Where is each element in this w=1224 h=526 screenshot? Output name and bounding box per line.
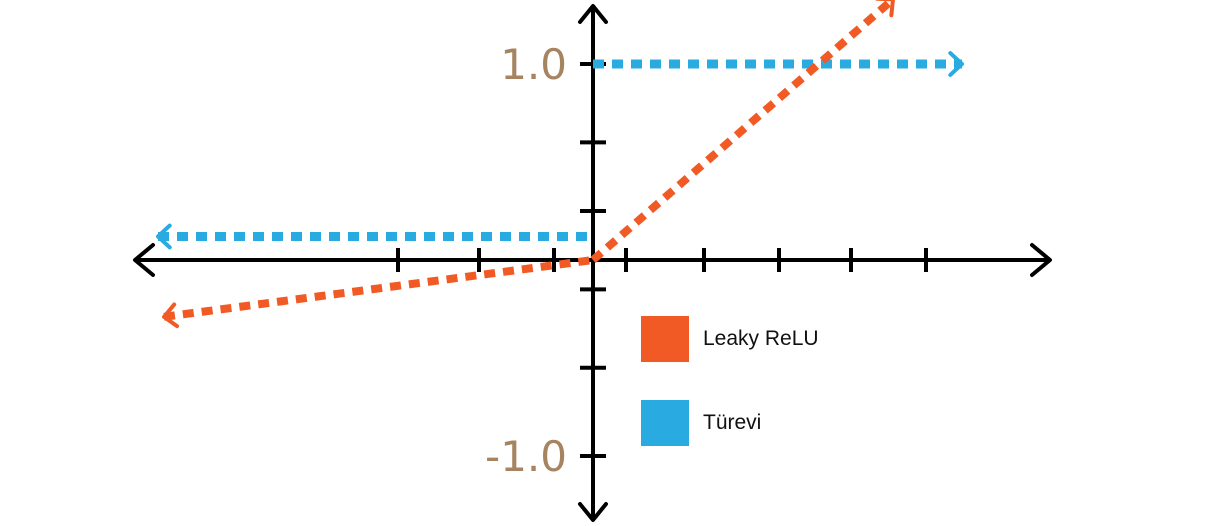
x-axis-left-arrow xyxy=(133,243,155,277)
tick-labels: 1.0 -1.0 xyxy=(485,40,567,481)
x-axis-right-arrow xyxy=(1030,243,1052,277)
y-tick-label: -1.0 xyxy=(485,432,567,481)
legend-label: Leaky ReLU xyxy=(703,327,819,350)
axes xyxy=(133,4,1052,522)
legend-swatch xyxy=(641,400,689,446)
legend: Leaky ReLU Türevi xyxy=(641,316,819,446)
legend-label: Türevi xyxy=(703,411,761,434)
leaky-relu-left-arrowhead xyxy=(162,302,180,329)
y-tick-label: 1.0 xyxy=(500,40,567,89)
leaky-relu-line-segment xyxy=(590,0,896,264)
series-lines xyxy=(156,0,964,329)
derivative-right-arrowhead xyxy=(948,51,964,77)
tick-marks xyxy=(396,62,928,458)
leaky-relu-line-segment xyxy=(163,256,594,321)
leaky-relu-right-arrowhead xyxy=(875,0,895,18)
y-axis-top-arrow xyxy=(578,4,608,24)
y-axis-bottom-arrow xyxy=(578,502,608,522)
derivative-left-arrowhead xyxy=(156,223,172,250)
legend-swatch xyxy=(641,316,689,362)
